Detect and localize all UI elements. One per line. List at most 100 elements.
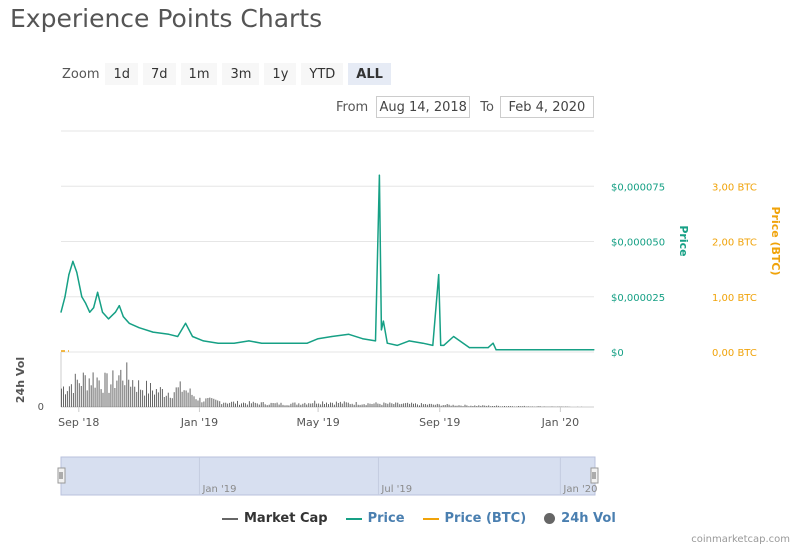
volume-bar: [161, 389, 163, 407]
legend-item-market-cap[interactable]: Market Cap: [222, 511, 328, 526]
to-date-input[interactable]: [499, 96, 594, 118]
volume-bar: [201, 402, 203, 407]
volume-bar: [446, 404, 448, 407]
volume-bar: [508, 406, 509, 407]
price-point: [317, 338, 319, 340]
volume-bar: [134, 386, 136, 407]
volume-bar: [357, 404, 359, 407]
legend-item-price[interactable]: Price: [345, 511, 405, 526]
volume-bar: [383, 402, 385, 407]
volume-bar: [424, 404, 426, 407]
btc-tick-label: 1,00 BTC: [712, 293, 757, 304]
volume-bar: [177, 387, 179, 407]
zoom-7d-button[interactable]: 7d: [143, 63, 176, 85]
volume-bar: [468, 406, 470, 407]
volume-bar: [330, 402, 331, 407]
volume-bar: [561, 406, 563, 407]
volume-bar: [369, 403, 371, 407]
volume-bar: [482, 405, 484, 407]
volume-bar: [312, 403, 314, 407]
zoom-1y-button[interactable]: 1y: [264, 63, 297, 85]
volume-bar: [185, 390, 187, 407]
volume-bar: [565, 406, 567, 407]
credit-link[interactable]: coinmarketcap.com: [691, 534, 790, 545]
volume-bar: [165, 395, 167, 407]
from-date-input[interactable]: [376, 96, 471, 118]
date-range-selector: From To: [336, 96, 594, 118]
volume-bar: [345, 402, 347, 407]
page-title: Experience Points Charts: [10, 4, 323, 33]
zoom-ytd-button[interactable]: YTD: [301, 63, 344, 85]
volume-bar: [61, 388, 62, 407]
price-point: [331, 335, 333, 338]
volume-bar: [72, 393, 74, 407]
zoom-1d-button[interactable]: 1d: [105, 63, 139, 85]
volume-bar: [193, 396, 195, 407]
volume-bar: [110, 384, 112, 407]
price-point: [348, 333, 350, 335]
price-point: [114, 311, 116, 313]
price-point: [85, 302, 87, 304]
price-point: [443, 344, 445, 346]
volume-bar: [401, 403, 403, 407]
x-tick-label: Jan '19: [180, 416, 218, 429]
volume-bar: [70, 384, 72, 407]
volume-bar: [231, 401, 233, 407]
volume-bar: [205, 398, 207, 407]
volume-bar: [84, 375, 86, 407]
volume-bar: [94, 387, 96, 407]
btc-axis-title: Price (BTC): [769, 206, 782, 275]
volume-bar: [112, 370, 114, 407]
volume-bar: [498, 405, 500, 407]
volume-bar: [292, 402, 294, 407]
volume-bar: [504, 406, 505, 407]
volume-bar: [367, 403, 369, 407]
volume-bar: [179, 381, 181, 407]
volume-bar: [63, 386, 64, 407]
volume-bar: [494, 406, 496, 407]
zoom-all-button[interactable]: ALL: [348, 63, 391, 85]
volume-bar: [559, 406, 561, 407]
volume-bar: [140, 389, 142, 407]
price-series-line: [60, 174, 594, 351]
zoom-1m-button[interactable]: 1m: [180, 63, 218, 85]
volume-bar: [296, 404, 298, 407]
volume-bar: [420, 403, 422, 407]
volume-bar: [235, 403, 236, 407]
volume-bar: [460, 405, 462, 407]
volume-bar: [442, 405, 444, 407]
volume-bar: [298, 403, 300, 407]
volume-bar: [150, 383, 151, 407]
volume-bar: [256, 403, 258, 407]
price-point: [72, 260, 74, 262]
volume-bar: [187, 392, 189, 407]
legend-item-24h-vol[interactable]: 24h Vol: [544, 511, 616, 526]
price-point: [93, 307, 95, 309]
volume-bar: [450, 405, 452, 407]
volume-bar: [108, 392, 110, 407]
volume-bar: [175, 387, 177, 407]
legend-label-market-cap: Market Cap: [244, 511, 328, 526]
price-point: [529, 349, 531, 351]
from-label: From: [336, 99, 369, 115]
volume-bar: [221, 404, 223, 407]
volume-bar: [353, 404, 355, 407]
volume-bar: [474, 405, 476, 407]
price-point: [81, 296, 83, 298]
volume-bar: [377, 403, 379, 407]
price-point: [380, 329, 382, 331]
volume-bar: [513, 406, 515, 407]
legend-item-price-btc[interactable]: Price (BTC): [422, 511, 527, 526]
price-point: [291, 342, 293, 344]
volume-bar: [66, 391, 68, 407]
legend-label-price-btc: Price (BTC): [444, 511, 527, 526]
volume-bar: [484, 405, 486, 407]
volume-bar: [118, 375, 120, 407]
price-point: [76, 271, 78, 273]
volume-bar: [343, 401, 345, 407]
volume-bar: [80, 386, 82, 407]
volume-bar: [124, 385, 126, 407]
price-point: [396, 344, 398, 346]
price-point: [422, 342, 424, 344]
zoom-3m-button[interactable]: 3m: [222, 63, 260, 85]
